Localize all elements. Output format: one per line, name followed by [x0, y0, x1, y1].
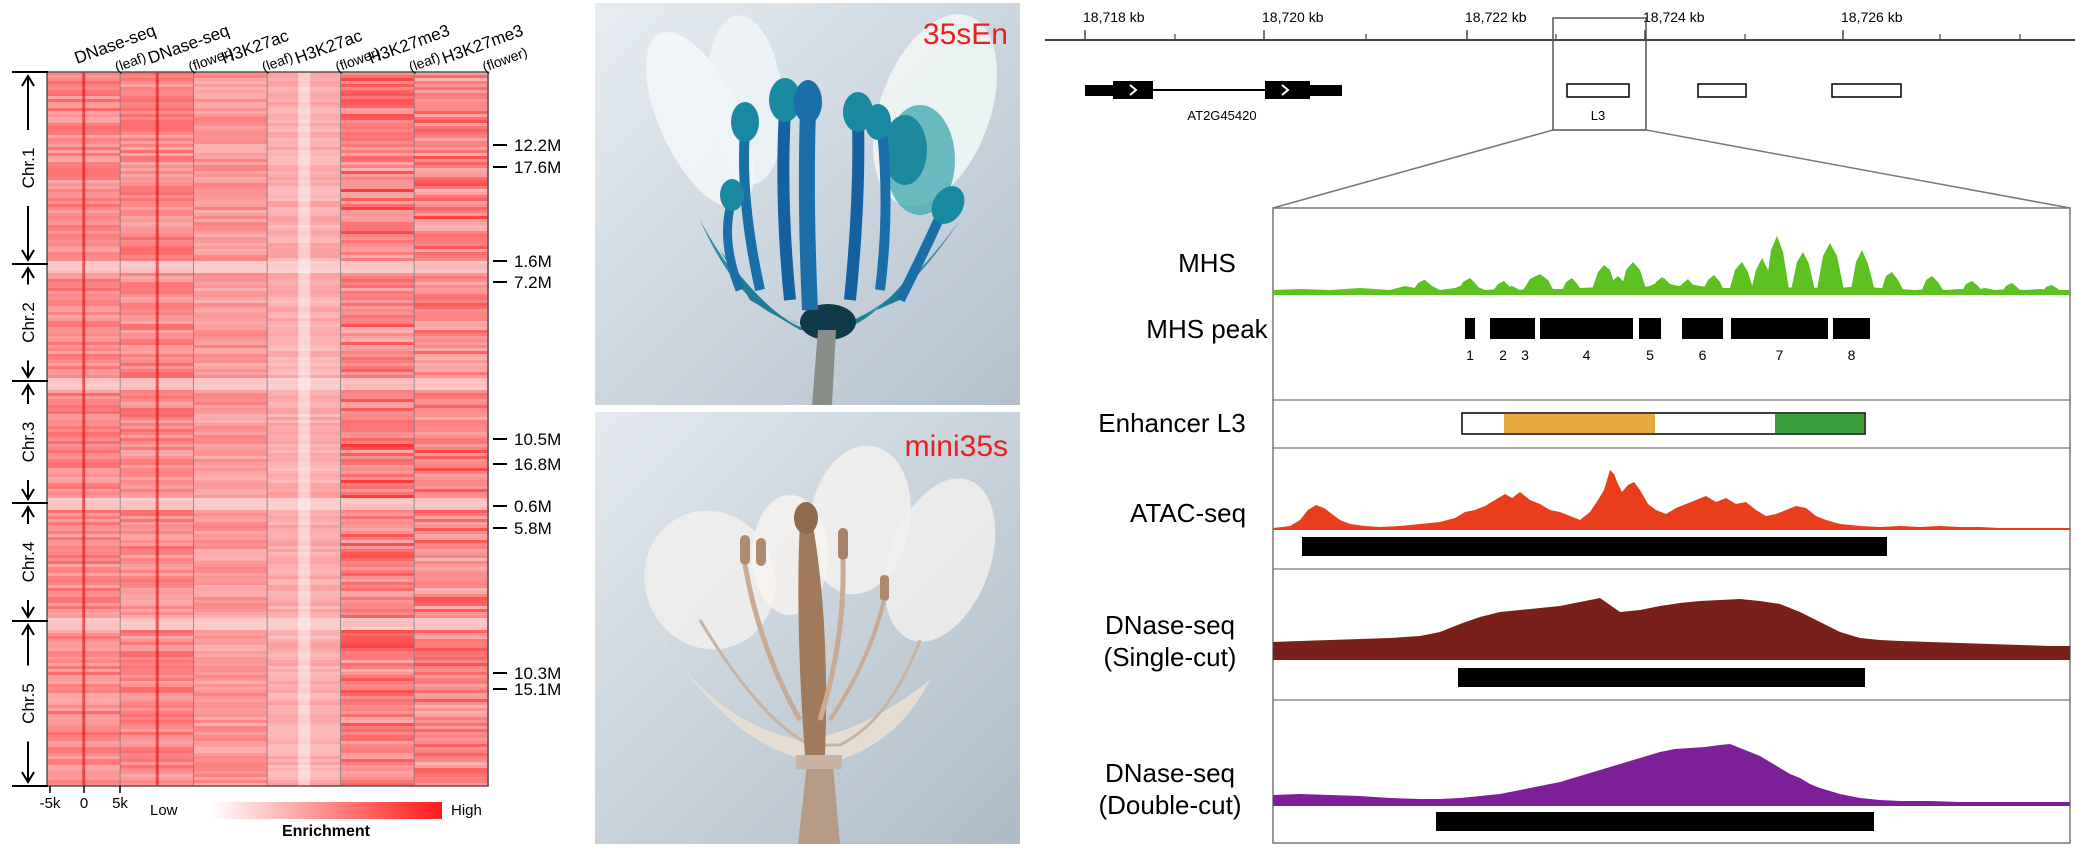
- heatmap-column: [194, 72, 269, 786]
- mhs-peak-number: 5: [1646, 347, 1654, 363]
- enrichment-colorbar: [210, 802, 442, 819]
- heatmap-column: [341, 72, 416, 786]
- mhs-peak-number: 3: [1521, 347, 1529, 363]
- chromosome-bracket: Chr.2: [12, 263, 48, 379]
- position-label: 1.6M: [514, 252, 552, 271]
- chromosome-label: Chr.3: [19, 422, 38, 463]
- photo-top-label: 35sEn: [923, 18, 1008, 51]
- mhs-peak-bar: [1540, 318, 1633, 339]
- photo-35sEn: 35sEn: [595, 3, 1020, 405]
- position-label: 17.6M: [514, 158, 561, 177]
- mhs-peak-bar: [1639, 318, 1661, 339]
- region-label: L3: [1591, 108, 1605, 123]
- x-tick-label: -5k: [40, 795, 61, 812]
- enhancer-box-L3: [1566, 83, 1630, 98]
- track-label-dnase-single-sub: (Single-cut): [1104, 642, 1237, 672]
- heatmap-column-headers: DNase-seq(leaf)DNase-seq(flower)H3K27ac(…: [72, 21, 530, 75]
- track-label-dnase-single: DNase-seq: [1105, 610, 1235, 640]
- dnase-single-signal: [1273, 598, 2070, 660]
- mhs-peak-number: 6: [1699, 347, 1707, 363]
- legend-title: Enrichment: [282, 823, 371, 840]
- chromosome-bracket: Chr.1: [12, 71, 48, 262]
- coordinate-label: 18,718 kb: [1083, 9, 1145, 25]
- zoom-region-box: [1552, 17, 1647, 131]
- chromosome-bracket: Chr.4: [12, 502, 48, 619]
- heatmap-border: [46, 71, 489, 787]
- enhancer-box: [1697, 83, 1747, 98]
- heatmap-columns: [46, 71, 489, 787]
- heatmap-column: [267, 72, 342, 786]
- dnase-single-peak-bar: [1458, 668, 1865, 687]
- chromosome-bracket: Chr.3: [12, 380, 48, 501]
- gene-name: AT2G45420: [1187, 108, 1256, 123]
- position-label: 5.8M: [514, 519, 552, 538]
- heatmap-x-ticks: -5k 0 5k: [40, 786, 128, 812]
- legend-low-label: Low: [150, 802, 178, 819]
- photo-mini35s: mini35s: [595, 412, 1020, 844]
- track-label-dnase-double: DNase-seq: [1105, 758, 1235, 788]
- mhs-peak-number: 2: [1499, 347, 1507, 363]
- enrichment-legend: Low High Enrichment: [150, 802, 482, 840]
- chromosome-label: Chr.4: [19, 542, 38, 583]
- heatmap-panel: DNase-seq(leaf)DNase-seq(flower)H3K27ac(…: [12, 21, 561, 840]
- photo-panel: 35sEn mini35s: [595, 3, 1020, 844]
- track-label-dnase-double-sub: (Double-cut): [1098, 790, 1241, 820]
- atac-signal: [1273, 470, 2070, 530]
- coordinate-ticks: 18,718 kb 18,720 kb 18,722 kb 18,724 kb 18,7…: [1083, 9, 2021, 40]
- heatmap-column: [120, 72, 195, 786]
- coordinate-label: 18,724 kb: [1643, 9, 1705, 25]
- mhs-peak-bar: [1490, 318, 1516, 339]
- genome-browser-panel: 18,718 kb 18,720 kb 18,722 kb 18,724 kb 18,7…: [1045, 9, 2075, 844]
- chromosome-brackets: Chr.1 Chr.2 Chr.3 Chr.4 Chr.5: [12, 71, 48, 787]
- mhs-peak-bar: [1731, 318, 1828, 339]
- chromosome-label: Chr.5: [19, 683, 38, 724]
- enhancer-segment-minimal: [1775, 414, 1864, 433]
- position-label: 7.2M: [514, 273, 552, 292]
- mhs-peak-number: 4: [1583, 347, 1591, 363]
- mhs-peak-bar: [1833, 318, 1870, 339]
- atac-peak-bar: [1302, 537, 1887, 556]
- position-label: 0.6M: [514, 497, 552, 516]
- gene-model: AT2G45420: [1085, 81, 1342, 123]
- mhs-signal-peaks: [1410, 236, 2064, 295]
- chromosome-bracket: Chr.5: [12, 620, 48, 784]
- dnase-double-peak-bar: [1436, 812, 1874, 831]
- track-label-mhs: MHS: [1178, 248, 1236, 278]
- chromosome-label: Chr.2: [19, 302, 38, 343]
- x-tick-label: 5k: [112, 795, 128, 812]
- position-label: 16.8M: [514, 455, 561, 474]
- position-label: 10.5M: [514, 430, 561, 449]
- position-label: 12.2M: [514, 136, 561, 155]
- coordinate-label: 18,720 kb: [1262, 9, 1324, 25]
- enhancer-l3-bar: [1461, 412, 1866, 435]
- mhs-peak-number: 7: [1776, 347, 1784, 363]
- mhs-peak-bar: [1682, 318, 1723, 339]
- position-labels: 12.2M 17.6M 1.6M 7.2M 10.5M 16.8M 0.6M 5.8M 10.3…: [493, 136, 561, 699]
- track-label-atac: ATAC-seq: [1130, 498, 1246, 528]
- chromosome-label: Chr.1: [19, 148, 38, 189]
- dnase-double-signal: [1273, 744, 2070, 806]
- coordinate-label: 18,726 kb: [1841, 9, 1903, 25]
- zoom-frame: [1272, 207, 2071, 844]
- photo-bottom-label: mini35s: [905, 430, 1008, 463]
- heatmap-column: [47, 72, 122, 786]
- heatmap-column: [414, 72, 489, 786]
- mhs-peak-bar: [1465, 318, 1475, 339]
- coordinate-label: 18,722 kb: [1465, 9, 1527, 25]
- position-label: 10.3M: [514, 664, 561, 683]
- track-label-mhs-peak: MHS peak: [1146, 314, 1268, 344]
- enhancer-box: [1831, 83, 1902, 98]
- mhs-peak-number: 1: [1466, 347, 1474, 363]
- mhs-peak-bar: [1515, 318, 1535, 339]
- enhancer-segment-core: [1504, 414, 1655, 433]
- position-label: 15.1M: [514, 680, 561, 699]
- x-tick-label: 0: [80, 795, 88, 812]
- legend-high-label: High: [451, 802, 482, 819]
- track-label-enhancer: Enhancer L3: [1098, 408, 1245, 438]
- mhs-peak-number: 8: [1848, 347, 1856, 363]
